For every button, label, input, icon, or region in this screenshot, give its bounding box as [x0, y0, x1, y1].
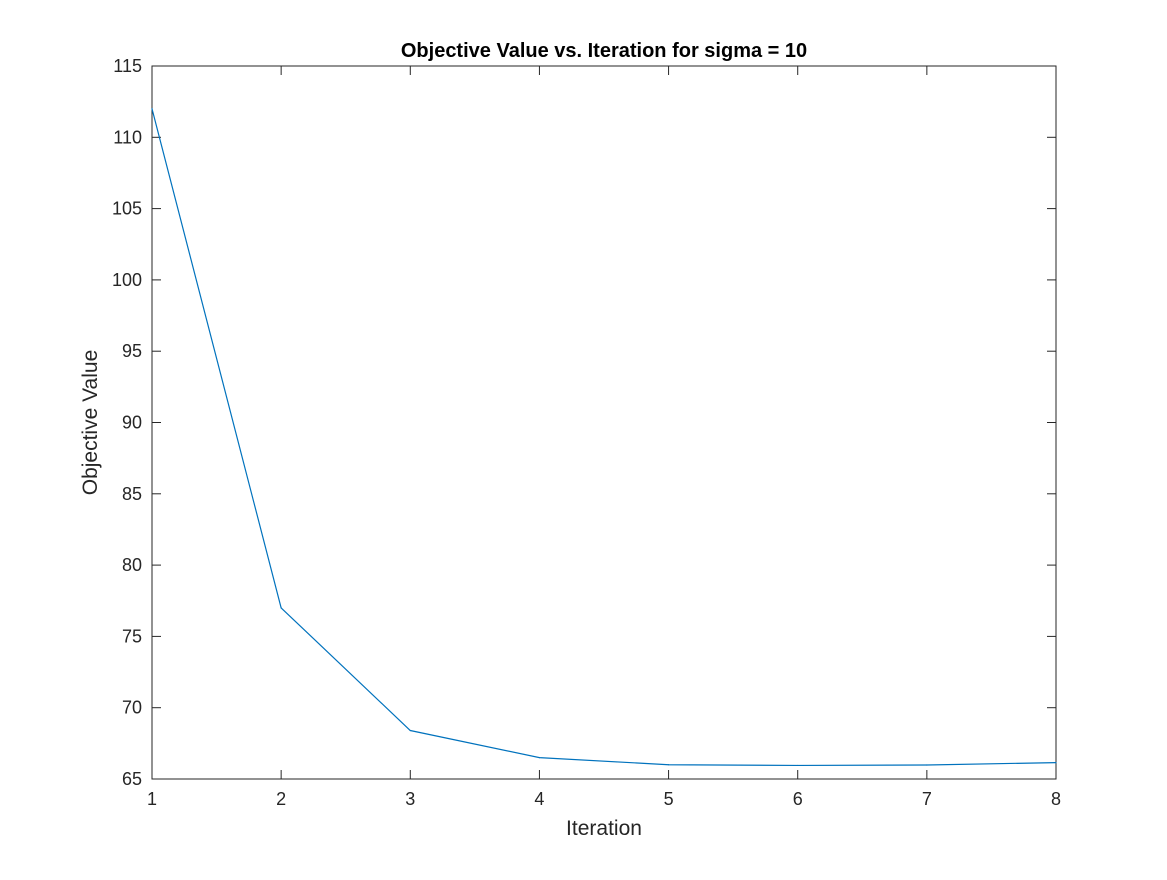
data-point — [409, 729, 411, 732]
x-tick-label: 4 — [534, 789, 544, 809]
series-layer — [151, 108, 1057, 767]
y-tick-label: 100 — [112, 270, 142, 290]
chart-title: Objective Value vs. Iteration for sigma … — [401, 40, 807, 62]
data-point — [667, 764, 670, 766]
x-tick-label: 5 — [664, 789, 674, 809]
y-tick-label: 110 — [113, 127, 142, 147]
x-tick-label: 6 — [793, 789, 803, 809]
y-tick-label: 90 — [122, 413, 142, 433]
y-axis-title: Objective Value — [79, 350, 102, 496]
x-tick-label: 2 — [276, 789, 286, 809]
x-tick-label: 1 — [147, 789, 157, 809]
y-tick-label: 80 — [122, 555, 142, 575]
y-tick-label: 115 — [113, 56, 142, 76]
y-axis-ticks: 65 70 75 80 85 90 95 100 105 110 115 — [112, 56, 1056, 789]
data-point — [280, 607, 282, 609]
x-axis-ticks: 1 2 3 4 5 6 7 8 — [147, 66, 1061, 809]
data-point — [151, 108, 153, 110]
y-tick-label: 105 — [112, 199, 142, 219]
y-tick-label: 65 — [122, 769, 142, 789]
y-tick-label: 75 — [122, 626, 142, 646]
y-tick-label: 85 — [122, 484, 142, 504]
data-point — [1055, 762, 1057, 764]
data-point — [926, 764, 928, 766]
y-tick-label: 70 — [122, 698, 142, 718]
data-point — [797, 764, 799, 767]
series-line — [151, 108, 1057, 767]
plot-area — [151, 65, 1057, 780]
data-point — [538, 757, 541, 759]
x-tick-label: 8 — [1051, 789, 1061, 809]
x-axis-title: Iteration — [566, 817, 642, 840]
x-tick-label: 7 — [922, 789, 932, 809]
y-tick-label: 95 — [122, 341, 142, 361]
x-tick-label: 3 — [405, 789, 415, 809]
